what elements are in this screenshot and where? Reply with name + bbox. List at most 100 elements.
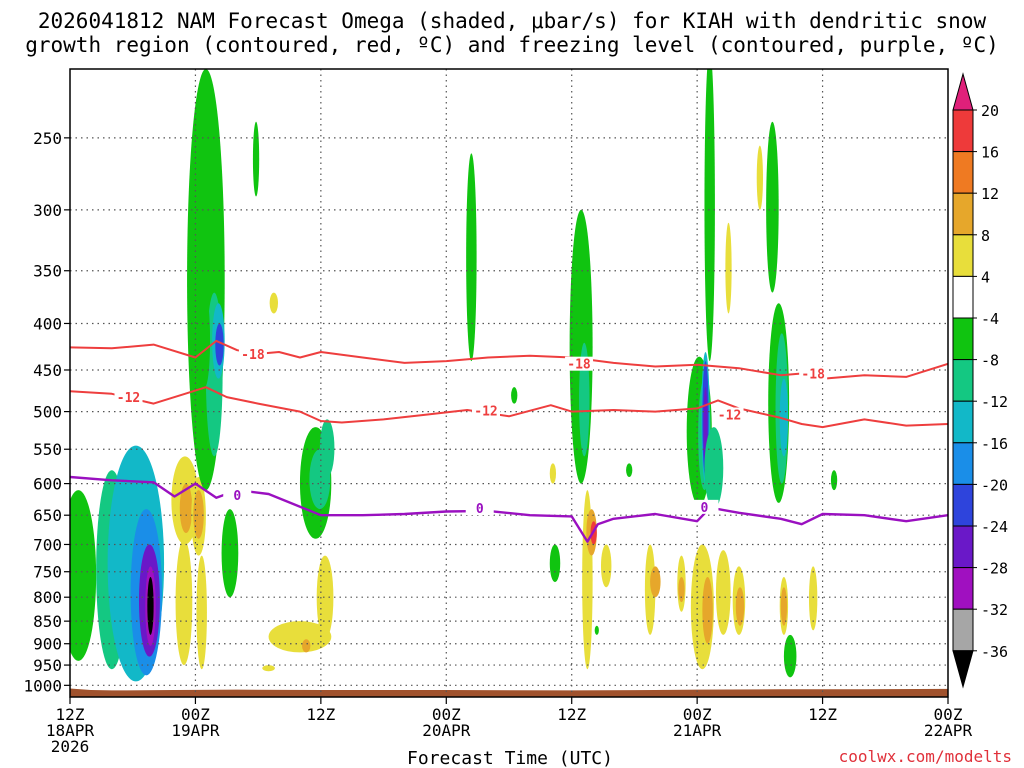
x-tick-label: 20APR	[422, 721, 471, 740]
isotherm-minus18-line	[70, 339, 948, 380]
y-tick-label: 700	[33, 535, 62, 554]
plot-frame	[69, 68, 949, 698]
x-tick-label: 00Z	[432, 705, 461, 724]
freezing-level-line-label: 0	[701, 501, 709, 516]
y-tick-label: 1000	[23, 676, 62, 695]
isotherm-minus18-line-label: -18	[801, 367, 825, 382]
omega-cell	[252, 121, 260, 197]
terrain-area	[70, 688, 948, 697]
omega-cell	[316, 555, 334, 640]
isotherm-minus12-line-label: -12	[474, 405, 497, 420]
x-tick-label: 18APR	[46, 721, 95, 740]
y-tick-label: 500	[33, 403, 62, 422]
colorbar-label: -32	[981, 601, 1008, 619]
contour-label-bg	[799, 366, 828, 381]
y-tick-label: 750	[33, 563, 62, 582]
omega-cell	[704, 427, 724, 510]
omega-cell	[715, 550, 731, 635]
omega-cell	[600, 544, 612, 588]
x-tick-label: 00Z	[934, 705, 963, 724]
omega-cell	[780, 587, 788, 626]
x-tick-label: 00Z	[181, 705, 210, 724]
omega-cell	[830, 470, 838, 491]
colorbar-label: -4	[981, 310, 999, 328]
y-tick-label: 550	[33, 440, 62, 459]
colorbar-bin	[952, 400, 974, 444]
contour-label-bg	[565, 356, 594, 371]
colorbar-bin	[952, 442, 974, 485]
y-tick-label: 350	[33, 262, 62, 281]
colorbar-label: -28	[981, 560, 1008, 578]
freezing-level-line-label: 0	[476, 502, 484, 517]
omega-cell	[221, 509, 239, 598]
omega-cell	[650, 566, 661, 598]
colorbar-label: -16	[981, 435, 1008, 453]
y-tick-label: 900	[33, 635, 62, 654]
colorbar-bin	[952, 317, 974, 361]
contour-label-bg	[223, 487, 252, 502]
omega-cell	[70, 490, 97, 661]
omega-cell	[779, 378, 789, 457]
isotherm-minus18-line-label: -18	[567, 358, 591, 373]
colorbar-bin	[952, 359, 974, 402]
omega-cell	[808, 566, 818, 631]
colorbar-bin	[952, 483, 974, 527]
x-tick-label: 00Z	[683, 705, 712, 724]
omega-cell	[626, 463, 633, 477]
chart-subtitle: growth region (contoured, red, ºC) and f…	[25, 33, 999, 57]
omega-cell	[179, 483, 193, 534]
omega-cell	[704, 69, 715, 362]
omega-cell	[319, 419, 335, 477]
omega-cell	[175, 538, 193, 666]
omega-cell	[766, 121, 779, 293]
colorbar-bin	[952, 192, 974, 236]
colorbar-bottom-arrow	[952, 650, 974, 689]
y-tick-label: 400	[33, 314, 62, 333]
omega-cell	[594, 625, 599, 635]
contour-label-bg	[465, 501, 494, 516]
x-tick-label: 12Z	[557, 705, 586, 724]
colorbar-bin	[952, 567, 974, 610]
omega-cell	[269, 292, 279, 314]
colorbar-label: -12	[981, 393, 1008, 411]
contour-label-bg	[238, 346, 267, 361]
y-tick-label: 950	[33, 656, 62, 675]
x-tick-label: 19APR	[171, 721, 220, 740]
omega-cell	[756, 145, 763, 210]
colorbar-bin	[952, 525, 974, 569]
omega-cell	[302, 639, 311, 653]
omega-cell	[466, 153, 477, 362]
x-axis-label: Forecast Time (UTC)	[407, 748, 613, 768]
colorbar-top-arrow	[952, 72, 974, 111]
contour-label-bg	[690, 499, 719, 514]
y-tick-label: 250	[33, 129, 62, 148]
colorbar-bin	[952, 275, 974, 319]
plot-area: -18 -18 -18 -12 -12 -12 0 0 0 250 300 350 400 450 500…	[23, 68, 972, 756]
x-tick-label: 12Z	[306, 705, 335, 724]
x-tick-label: 2026	[51, 737, 90, 756]
isotherm-minus12-line	[70, 386, 948, 429]
colorbar-label: -8	[981, 352, 999, 370]
omega-cell	[725, 222, 732, 314]
omega-cell	[549, 463, 557, 484]
omega-cell	[644, 544, 656, 635]
colorbar-label: 12	[981, 185, 999, 203]
colorbar-bin	[952, 151, 974, 194]
y-tick-label: 450	[33, 361, 62, 380]
chart-title: 2026041812 NAM Forecast Omega (shaded, μ…	[38, 9, 987, 33]
colorbar-label: 8	[981, 227, 990, 245]
x-tick-label: 21APR	[673, 721, 722, 740]
colorbar-bin	[952, 109, 974, 153]
y-axis: 250 300 350 400 450 500 550 600 650 700 750 800 850 9…	[23, 129, 70, 695]
colorbar-label: -24	[981, 518, 1008, 536]
omega-cell	[783, 634, 797, 678]
omega-cell	[678, 576, 685, 603]
omega-cell	[215, 323, 224, 366]
omega-shading	[70, 69, 838, 682]
colorbar: 20 16 12 8 4 -4 -8 -12 -16 -20 -24 -28 -32 -36	[952, 72, 1008, 689]
omega-cell	[268, 621, 332, 653]
y-tick-label: 600	[33, 475, 62, 494]
freezing-level-line-label: 0	[233, 489, 241, 504]
